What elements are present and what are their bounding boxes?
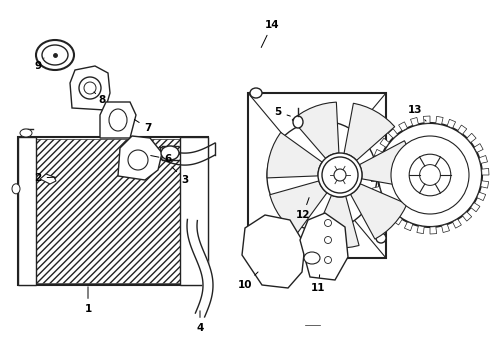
Polygon shape — [374, 149, 383, 158]
Text: 2: 2 — [34, 173, 55, 183]
Ellipse shape — [324, 237, 332, 243]
Ellipse shape — [79, 77, 101, 99]
Bar — [180, 137, 208, 285]
Polygon shape — [453, 219, 462, 228]
Polygon shape — [467, 133, 476, 143]
Text: 1: 1 — [84, 287, 92, 314]
Polygon shape — [292, 102, 339, 158]
Polygon shape — [458, 125, 467, 134]
Polygon shape — [481, 181, 489, 188]
Bar — [36, 139, 180, 283]
Ellipse shape — [419, 165, 441, 185]
Polygon shape — [344, 103, 395, 161]
Ellipse shape — [391, 136, 469, 214]
Bar — [18, 137, 36, 285]
Text: 9: 9 — [34, 58, 44, 71]
Polygon shape — [384, 207, 393, 217]
Ellipse shape — [324, 220, 332, 226]
Text: 4: 4 — [196, 311, 204, 333]
Ellipse shape — [36, 40, 74, 70]
Polygon shape — [430, 227, 437, 234]
Polygon shape — [118, 136, 162, 180]
Polygon shape — [404, 222, 413, 231]
Polygon shape — [187, 220, 213, 317]
Polygon shape — [40, 174, 56, 184]
Ellipse shape — [20, 129, 32, 137]
Ellipse shape — [409, 154, 451, 196]
Text: 6: 6 — [151, 154, 171, 164]
Polygon shape — [350, 184, 407, 239]
Polygon shape — [380, 138, 390, 147]
Polygon shape — [482, 168, 489, 175]
Ellipse shape — [109, 109, 127, 131]
Ellipse shape — [267, 121, 377, 231]
Bar — [248, 93, 386, 258]
Text: 12: 12 — [296, 198, 310, 220]
Polygon shape — [300, 213, 348, 280]
Ellipse shape — [378, 123, 482, 227]
Polygon shape — [441, 224, 449, 233]
Polygon shape — [267, 132, 322, 178]
Polygon shape — [360, 141, 413, 188]
Ellipse shape — [42, 45, 68, 65]
Ellipse shape — [293, 116, 303, 128]
Text: 3: 3 — [172, 167, 189, 185]
Ellipse shape — [322, 157, 358, 193]
Polygon shape — [398, 122, 408, 131]
Polygon shape — [377, 198, 386, 206]
Polygon shape — [411, 117, 418, 126]
Text: 8: 8 — [94, 92, 106, 105]
Polygon shape — [447, 119, 456, 128]
Ellipse shape — [318, 153, 362, 197]
Text: 14: 14 — [261, 20, 279, 48]
Polygon shape — [474, 144, 483, 152]
Polygon shape — [242, 215, 305, 288]
Polygon shape — [471, 203, 480, 212]
Ellipse shape — [250, 88, 262, 98]
Polygon shape — [372, 186, 381, 194]
Ellipse shape — [324, 256, 332, 264]
Text: 7: 7 — [134, 120, 152, 133]
Polygon shape — [371, 162, 379, 169]
Polygon shape — [477, 192, 486, 201]
Text: 11: 11 — [311, 275, 325, 293]
Polygon shape — [436, 116, 443, 124]
Polygon shape — [423, 116, 430, 123]
Ellipse shape — [128, 150, 148, 170]
Ellipse shape — [12, 184, 20, 194]
Polygon shape — [417, 226, 424, 234]
Polygon shape — [371, 175, 378, 181]
Polygon shape — [388, 129, 397, 138]
Text: 5: 5 — [274, 107, 291, 117]
Ellipse shape — [334, 169, 346, 181]
Text: 13: 13 — [408, 105, 426, 121]
Bar — [18, 137, 208, 285]
Ellipse shape — [84, 82, 96, 94]
Ellipse shape — [304, 252, 320, 264]
Polygon shape — [270, 181, 327, 234]
Text: 10: 10 — [238, 272, 258, 290]
Polygon shape — [312, 195, 359, 248]
Polygon shape — [70, 66, 110, 110]
Ellipse shape — [161, 146, 179, 160]
Polygon shape — [463, 212, 472, 221]
Polygon shape — [393, 216, 402, 225]
Ellipse shape — [376, 233, 386, 243]
Polygon shape — [479, 156, 488, 163]
Polygon shape — [100, 102, 136, 138]
